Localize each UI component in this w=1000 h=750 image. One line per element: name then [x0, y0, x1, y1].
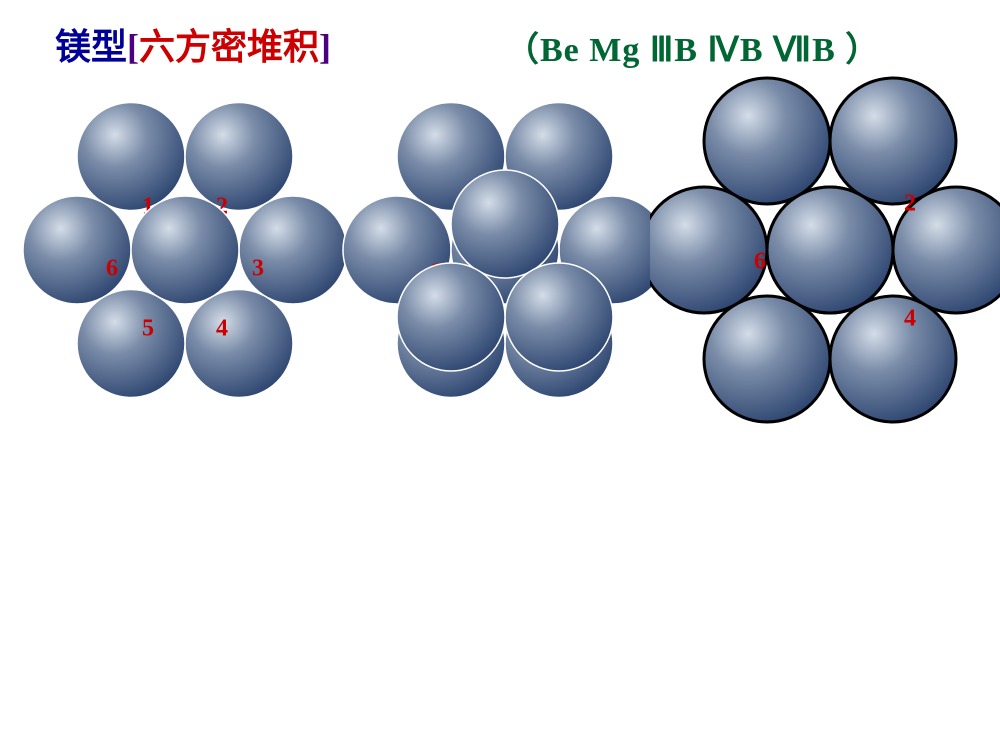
sphere-bottom-1 [77, 103, 185, 211]
position-label-6: 6 [754, 249, 766, 275]
cluster1: 123456 [20, 80, 350, 420]
title-prefix: 镁型 [55, 27, 127, 67]
position-label-2: 2 [904, 191, 916, 217]
position-label-3: 3 [252, 256, 264, 282]
title-bracket-open: [ [127, 27, 139, 67]
title-main: 六方密堆积 [139, 27, 319, 67]
sphere-bottom-2 [830, 78, 956, 204]
sphere-bottom-center [131, 196, 239, 304]
position-label-4: 4 [904, 306, 916, 332]
cluster2: 246 [330, 80, 680, 460]
cluster3: 2 4 6 [650, 60, 1000, 440]
sphere-bottom-5 [704, 296, 830, 422]
position-label-4: 4 [216, 316, 228, 342]
sphere-bottom-6 [650, 187, 767, 313]
sphere-top-0 [767, 187, 893, 313]
sphere-top-0 [451, 170, 559, 278]
sphere-bottom-4 [830, 296, 956, 422]
sphere-bottom-1 [704, 78, 830, 204]
title-left: 镁型[六方密堆积] [55, 18, 331, 70]
sphere-top-1 [505, 263, 613, 371]
position-label-6: 6 [106, 256, 118, 282]
sphere-top-2 [397, 263, 505, 371]
sphere-bottom-2 [185, 103, 293, 211]
title-bracket-close: ] [319, 27, 331, 67]
sphere-bottom-4 [185, 290, 293, 398]
position-label-5: 5 [142, 316, 154, 342]
sphere-bottom-6 [23, 196, 131, 304]
sphere-bottom-5 [77, 290, 185, 398]
